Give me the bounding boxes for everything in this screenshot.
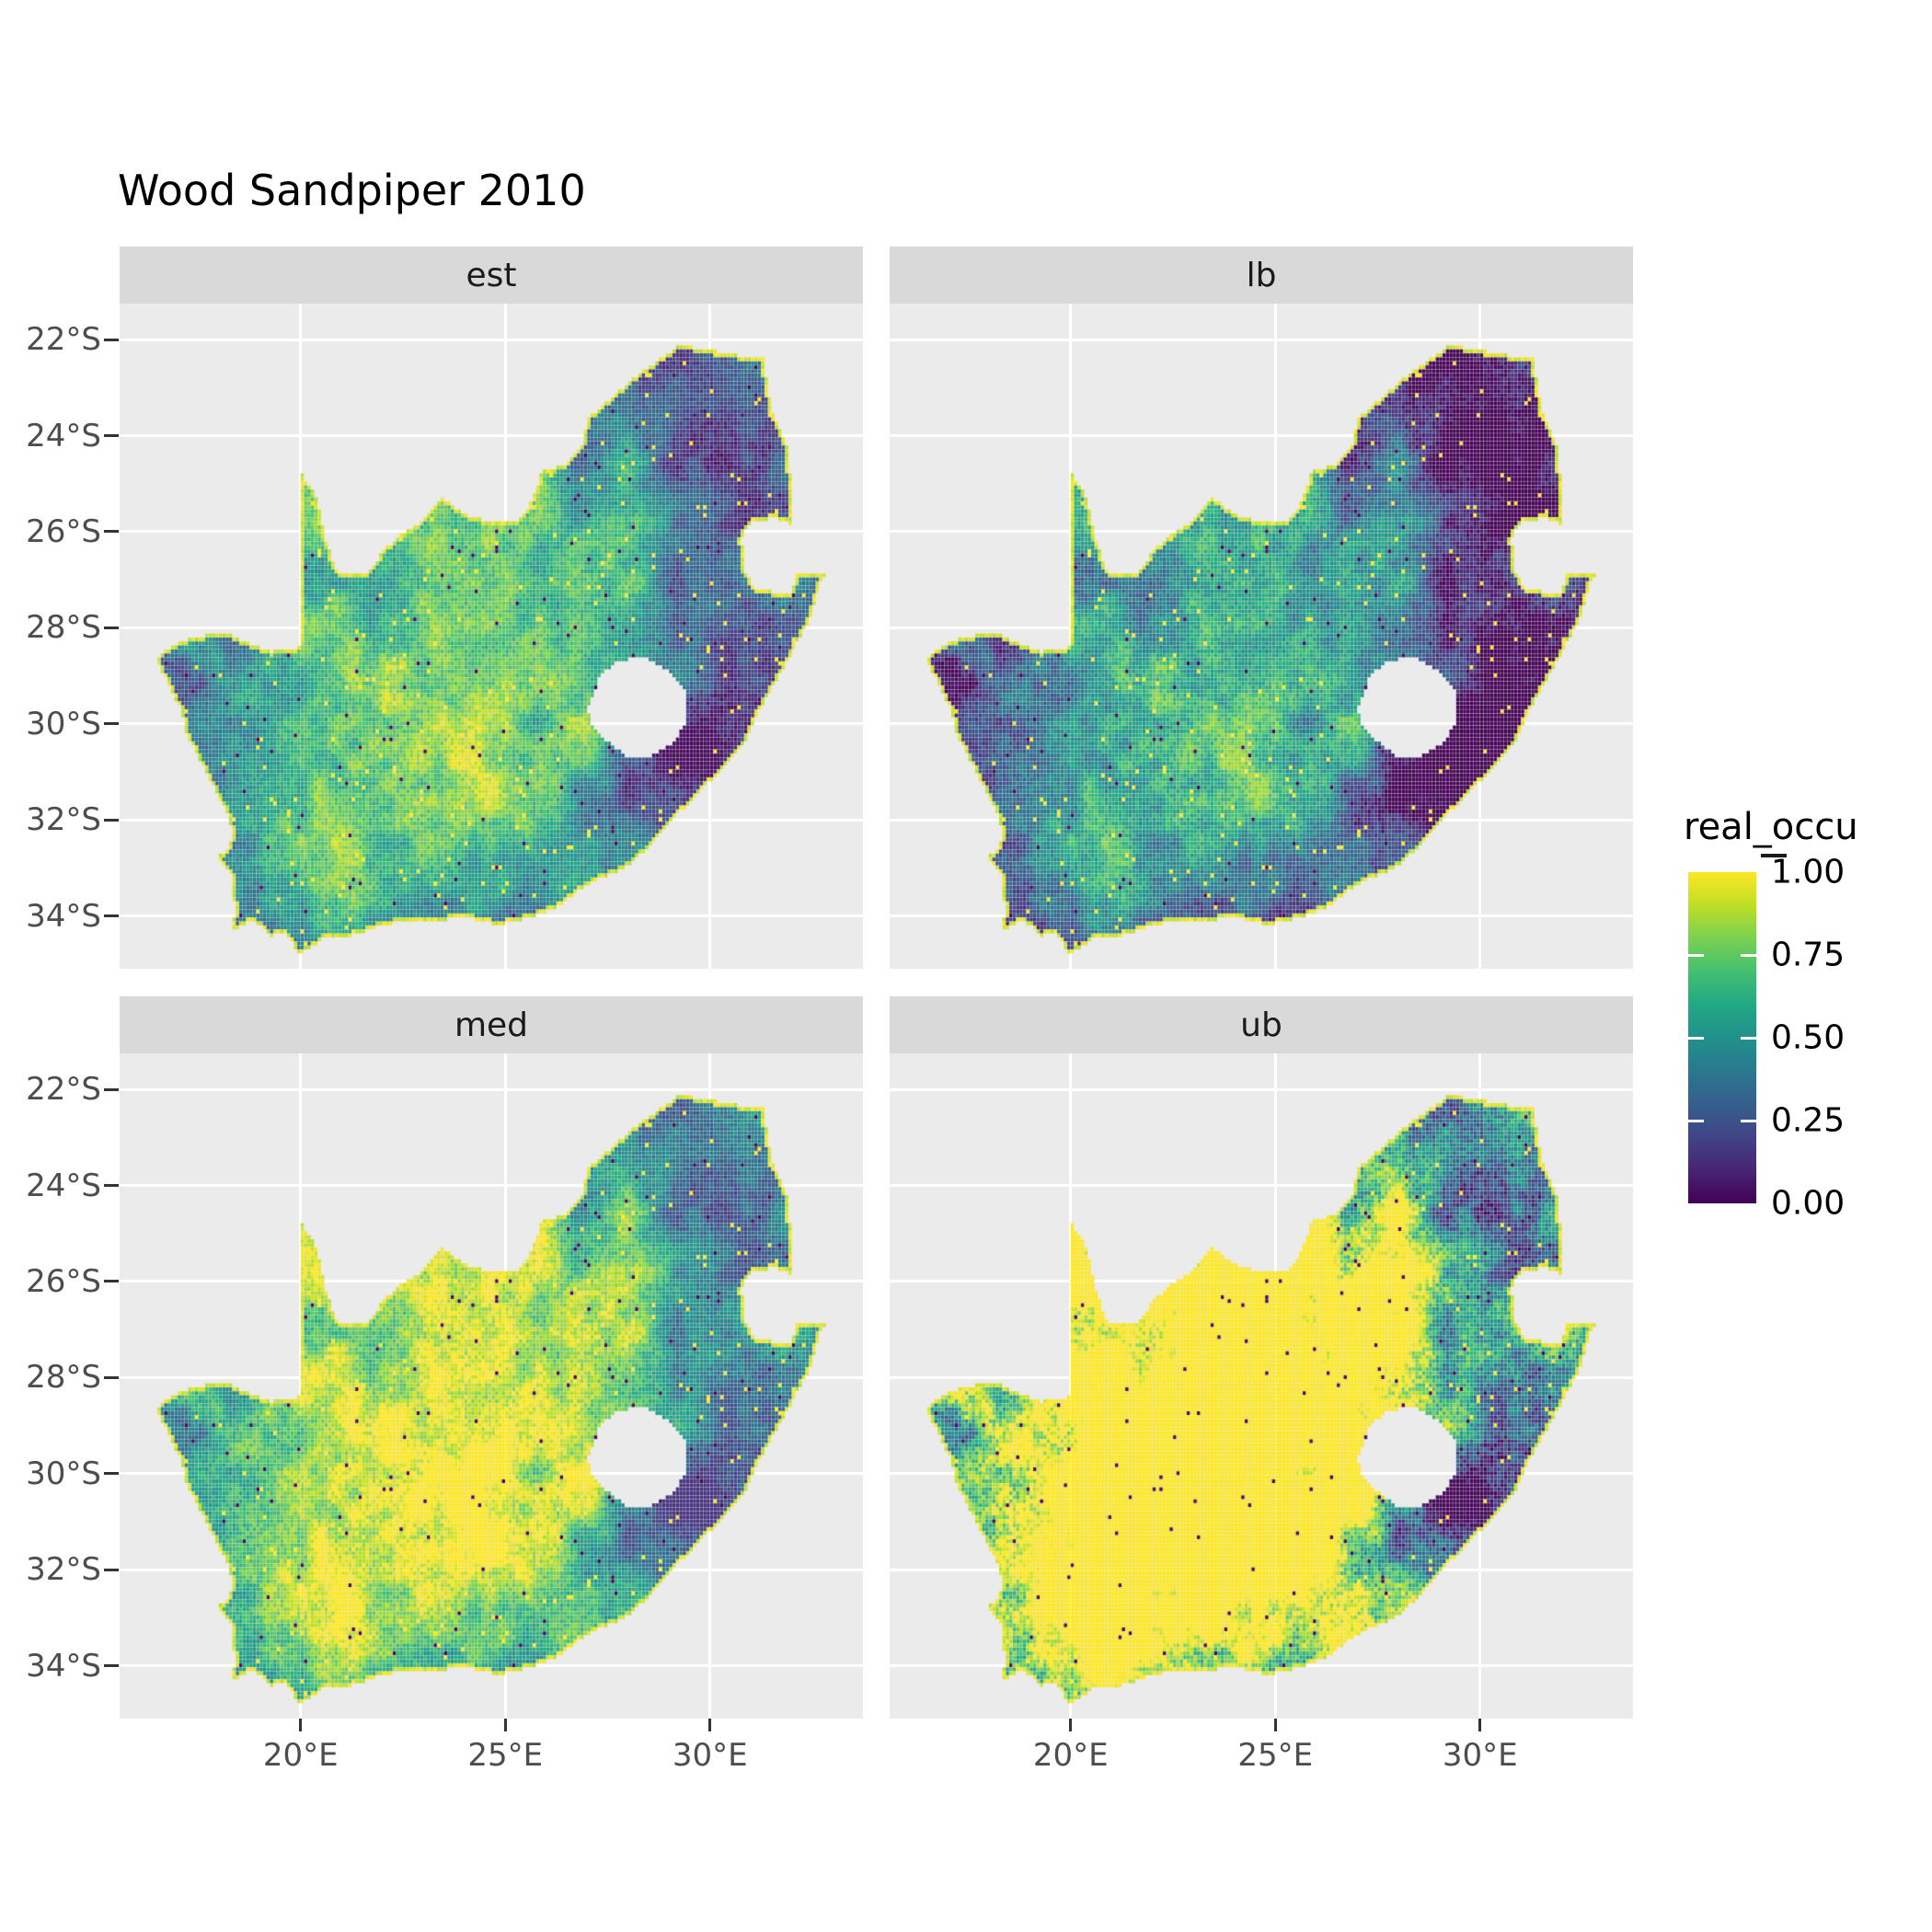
- legend-label: 0.25: [1771, 1101, 1846, 1140]
- y-axis-tick: [104, 818, 119, 822]
- legend-tick: [1741, 1036, 1756, 1040]
- legend-label: 0.00: [1771, 1184, 1846, 1223]
- x-axis-tick: [299, 1719, 303, 1731]
- legend-tick: [1741, 1119, 1756, 1122]
- facet-panel-lb: [890, 304, 1633, 969]
- y-axis-tick: [104, 626, 119, 629]
- y-axis-tick: [104, 1568, 119, 1571]
- y-axis-tick: [104, 530, 119, 534]
- legend-tick: [1688, 1119, 1704, 1122]
- facet-strip-lb: lb: [890, 247, 1633, 304]
- facet-strip-med: med: [120, 996, 863, 1053]
- y-axis-tick: [104, 914, 119, 918]
- legend-tick: [1741, 953, 1756, 957]
- y-axis-label: 24°S: [26, 1167, 101, 1204]
- legend-label: 0.75: [1771, 936, 1846, 974]
- y-axis-label: 22°S: [26, 321, 101, 359]
- facet-strip-label-lb: lb: [1246, 256, 1277, 294]
- x-axis-label: 20°E: [1032, 1737, 1109, 1774]
- legend-label: 0.50: [1771, 1018, 1846, 1057]
- y-axis-tick: [104, 1375, 119, 1379]
- facet-strip-label-ub: ub: [1240, 1006, 1282, 1044]
- x-axis-tick: [1069, 1719, 1073, 1731]
- x-axis-label: 30°E: [672, 1737, 748, 1774]
- x-axis-tick: [503, 1719, 507, 1731]
- y-axis-tick: [104, 1087, 119, 1091]
- facet-panel-med: [120, 1053, 863, 1719]
- legend-tick: [1688, 953, 1704, 957]
- y-axis-label: 28°S: [26, 1359, 101, 1397]
- y-axis-tick: [104, 338, 119, 341]
- map-canvas-med: [120, 1053, 863, 1719]
- x-axis-tick: [1478, 1719, 1482, 1731]
- y-axis-label: 22°S: [26, 1071, 101, 1109]
- facet-strip-label-med: med: [454, 1006, 529, 1044]
- legend-top-tick: [1761, 854, 1787, 857]
- y-axis-label: 24°S: [26, 417, 101, 454]
- y-axis-tick: [104, 434, 119, 438]
- y-axis-tick: [104, 1664, 119, 1668]
- y-axis-label: 32°S: [26, 1551, 101, 1589]
- x-axis-label: 30°E: [1442, 1737, 1518, 1774]
- map-canvas-lb: [890, 304, 1633, 969]
- y-axis-tick: [104, 1280, 119, 1283]
- y-axis-label: 34°S: [26, 897, 101, 935]
- y-axis-label: 30°S: [26, 1455, 101, 1492]
- map-canvas-est: [120, 304, 863, 969]
- y-axis-tick: [104, 1472, 119, 1476]
- y-axis-label: 26°S: [26, 1262, 101, 1300]
- y-axis-tick: [104, 1184, 119, 1188]
- legend-tick: [1688, 1036, 1704, 1040]
- legend-label: 1.00: [1771, 853, 1846, 891]
- x-axis-label: 20°E: [262, 1737, 339, 1774]
- plot-title: Wood Sandpiper 2010: [118, 166, 586, 215]
- y-axis-tick: [104, 722, 119, 726]
- y-axis-label: 30°S: [26, 705, 101, 742]
- y-axis-label: 34°S: [26, 1647, 101, 1685]
- y-axis-label: 26°S: [26, 512, 101, 550]
- x-axis-tick: [1273, 1719, 1277, 1731]
- map-canvas-ub: [890, 1053, 1633, 1719]
- facet-strip-ub: ub: [890, 996, 1633, 1053]
- facet-panel-est: [120, 304, 863, 969]
- facet-strip-label-est: est: [466, 256, 517, 294]
- x-axis-label: 25°E: [467, 1737, 544, 1774]
- x-axis-label: 25°E: [1237, 1737, 1314, 1774]
- y-axis-label: 32°S: [26, 801, 101, 839]
- y-axis-label: 28°S: [26, 609, 101, 647]
- facet-panel-ub: [890, 1053, 1633, 1719]
- legend-title: real_occu: [1684, 806, 1858, 848]
- facet-strip-est: est: [120, 247, 863, 304]
- x-axis-tick: [708, 1719, 712, 1731]
